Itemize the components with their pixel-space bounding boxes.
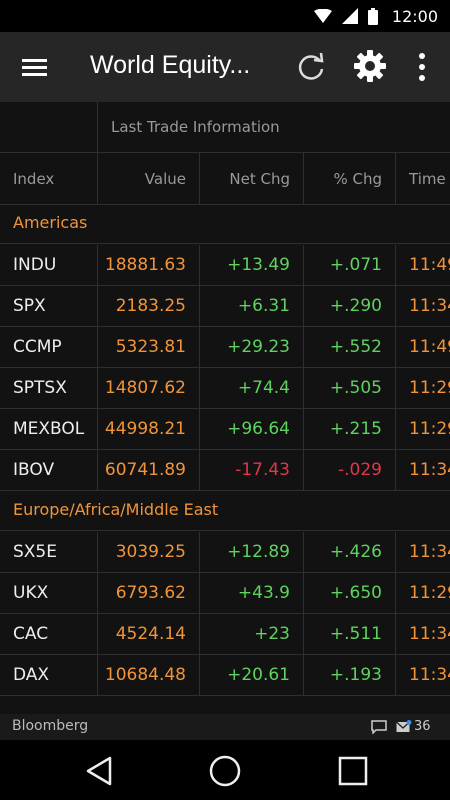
table-row[interactable]: CAC 4524.14 +23 +.511 11:34 xyxy=(0,614,450,655)
index-value: 4524.14 xyxy=(97,614,199,654)
battery-icon xyxy=(367,7,378,25)
trade-time: 11:29 xyxy=(395,409,450,449)
signal-icon xyxy=(341,8,358,24)
table-row[interactable]: DAX 10684.48 +20.61 +.193 11:34 xyxy=(0,655,450,696)
index-symbol: SPTSX xyxy=(13,378,67,398)
net-change: +20.61 xyxy=(199,655,303,695)
status-bar: 12:00 xyxy=(0,0,450,32)
index-symbol: SX5E xyxy=(13,542,57,562)
trade-time: 11:29 xyxy=(395,368,450,408)
group-title: Last Trade Information xyxy=(111,118,280,136)
index-symbol: DAX xyxy=(13,665,50,685)
table-row[interactable]: SPTSX 14807.62 +74.4 +.505 11:29 xyxy=(0,368,450,409)
nav-bar xyxy=(0,740,450,800)
pct-change: +.426 xyxy=(303,532,395,572)
chat-icon[interactable] xyxy=(371,720,387,734)
index-symbol: INDU xyxy=(13,255,57,275)
trade-time: 11:34 xyxy=(395,450,450,490)
mail-icon[interactable] xyxy=(396,720,412,733)
index-value: 5323.81 xyxy=(97,327,199,367)
net-change: +13.49 xyxy=(199,245,303,285)
trade-time: 11:29 xyxy=(395,573,450,613)
index-symbol: IBOV xyxy=(13,460,55,480)
more-vert-icon[interactable] xyxy=(408,50,436,84)
pct-change: +.505 xyxy=(303,368,395,408)
table-row[interactable]: SPX 2183.25 +6.31 +.290 11:34 xyxy=(0,286,450,327)
column-header-net-chg[interactable]: Net Chg xyxy=(199,153,303,204)
pct-change: +.193 xyxy=(303,655,395,695)
index-symbol: SPX xyxy=(13,296,46,316)
index-symbol: CCMP xyxy=(13,337,62,357)
net-change: +12.89 xyxy=(199,532,303,572)
trade-time: 11:49 xyxy=(395,327,450,367)
index-value: 60741.89 xyxy=(97,450,199,490)
index-value: 18881.63 xyxy=(97,245,199,285)
status-clock: 12:00 xyxy=(391,6,438,26)
trade-time: 11:34 xyxy=(395,286,450,326)
section-header: Europe/Africa/Middle East xyxy=(0,491,450,531)
trade-time: 11:34 xyxy=(395,532,450,572)
column-header-index[interactable]: Index xyxy=(13,169,55,188)
column-header-row: Index Value Net Chg % Chg Time xyxy=(0,153,450,205)
net-change: +29.23 xyxy=(199,327,303,367)
index-value: 3039.25 xyxy=(97,532,199,572)
brand-label: Bloomberg xyxy=(12,718,89,734)
footer-bar: Bloomberg 36 xyxy=(0,714,450,740)
trade-time: 11:34 xyxy=(395,655,450,695)
table-row[interactable]: UKX 6793.62 +43.9 +.650 11:29 xyxy=(0,573,450,614)
section-label: Europe/Africa/Middle East xyxy=(13,500,219,519)
pct-change: +.071 xyxy=(303,245,395,285)
wifi-icon xyxy=(313,9,332,23)
pct-change: +.511 xyxy=(303,614,395,654)
section-label: Americas xyxy=(13,213,88,232)
column-header-time[interactable]: Time xyxy=(395,153,450,204)
index-value: 14807.62 xyxy=(97,368,199,408)
net-change: +6.31 xyxy=(199,286,303,326)
pct-change: +.215 xyxy=(303,409,395,449)
equity-table[interactable]: Last Trade Information Index Value Net C… xyxy=(0,102,450,714)
net-change: +74.4 xyxy=(199,368,303,408)
column-header-pct-chg[interactable]: % Chg xyxy=(303,153,395,204)
refresh-icon[interactable] xyxy=(294,50,328,84)
index-symbol: MEXBOL xyxy=(13,419,85,439)
group-header: Last Trade Information xyxy=(0,102,450,153)
pct-change: +.290 xyxy=(303,286,395,326)
pct-change: +.650 xyxy=(303,573,395,613)
message-count: 36 xyxy=(414,719,431,734)
gear-icon[interactable] xyxy=(352,48,388,84)
table-row[interactable]: MEXBOL 44998.21 +96.64 +.215 11:29 xyxy=(0,409,450,450)
table-row[interactable]: IBOV 60741.89 -17.43 -.029 11:34 xyxy=(0,450,450,491)
trade-time: 11:49 xyxy=(395,245,450,285)
net-change: -17.43 xyxy=(199,450,303,490)
recents-icon[interactable] xyxy=(336,754,370,788)
home-icon[interactable] xyxy=(208,754,242,788)
pct-change: -.029 xyxy=(303,450,395,490)
section-header: Americas xyxy=(0,204,450,244)
back-icon[interactable] xyxy=(83,754,117,788)
net-change: +96.64 xyxy=(199,409,303,449)
index-value: 6793.62 xyxy=(97,573,199,613)
table-row[interactable]: INDU 18881.63 +13.49 +.071 11:49 xyxy=(0,245,450,286)
menu-icon[interactable] xyxy=(18,53,52,81)
trade-time: 11:34 xyxy=(395,614,450,654)
index-value: 10684.48 xyxy=(97,655,199,695)
index-value: 44998.21 xyxy=(97,409,199,449)
index-value: 2183.25 xyxy=(97,286,199,326)
index-symbol: CAC xyxy=(13,624,49,644)
column-header-value[interactable]: Value xyxy=(97,153,199,204)
index-symbol: UKX xyxy=(13,583,49,603)
table-row[interactable]: CCMP 5323.81 +29.23 +.552 11:49 xyxy=(0,327,450,368)
net-change: +23 xyxy=(199,614,303,654)
net-change: +43.9 xyxy=(199,573,303,613)
app-bar: World Equity... xyxy=(0,32,450,102)
pct-change: +.552 xyxy=(303,327,395,367)
page-title: World Equity... xyxy=(90,51,251,79)
table-row[interactable]: SX5E 3039.25 +12.89 +.426 11:34 xyxy=(0,532,450,573)
